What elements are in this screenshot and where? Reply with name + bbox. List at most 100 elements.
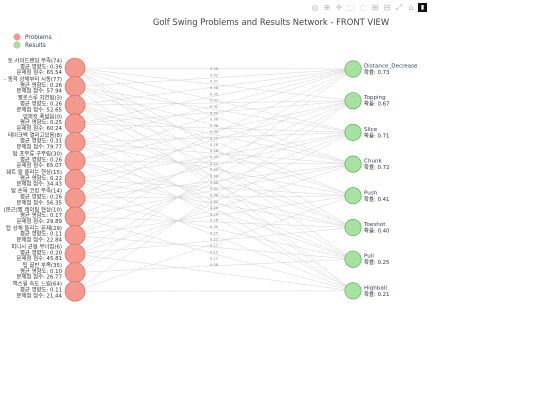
problem-node-label: 문제점 점수: 60.24 bbox=[17, 124, 63, 132]
edge-weight-label: 0.29 bbox=[210, 205, 219, 210]
edge-line bbox=[74, 68, 354, 199]
problem-node[interactable] bbox=[64, 280, 86, 302]
edge-weight-label: 0.37 bbox=[210, 79, 219, 84]
plus-icon[interactable]: ✛ bbox=[335, 3, 343, 12]
edge-weight-label: 0.28 bbox=[210, 211, 219, 216]
edge-line bbox=[74, 142, 354, 197]
problem-node[interactable] bbox=[64, 262, 86, 283]
select-box-icon[interactable]: ⬚ bbox=[347, 3, 355, 12]
result-node[interactable] bbox=[344, 282, 362, 300]
autoscale-icon[interactable]: ⤢ bbox=[395, 3, 403, 12]
problem-node-label: 문제점 점수: 29.89 bbox=[17, 217, 63, 225]
edge-line bbox=[74, 132, 354, 143]
problem-node[interactable] bbox=[64, 94, 86, 116]
problem-node[interactable] bbox=[64, 150, 86, 172]
edge-line bbox=[74, 67, 354, 292]
edge-weight-label: 0.31 bbox=[210, 186, 219, 191]
edge-weight-label: 0.08 bbox=[210, 262, 219, 267]
result-node-probability: 확률: 0.21 bbox=[364, 290, 389, 298]
problem-node-label: 평균 영향도: 0.26 bbox=[20, 81, 63, 89]
result-node[interactable] bbox=[344, 250, 362, 268]
result-node[interactable] bbox=[344, 219, 362, 237]
edge-weight-label: 0.33 bbox=[210, 129, 219, 134]
problem-node[interactable] bbox=[64, 57, 86, 79]
legend-marker-problems[interactable] bbox=[13, 33, 21, 41]
edge-weight-label: 0.45 bbox=[210, 180, 219, 185]
result-node[interactable] bbox=[344, 187, 362, 205]
edge-line bbox=[74, 123, 354, 292]
edge-line bbox=[74, 163, 354, 218]
edge-line bbox=[74, 67, 354, 165]
edge-line bbox=[74, 160, 354, 260]
edge-line bbox=[74, 68, 354, 106]
result-node-name: Chunk bbox=[364, 159, 383, 165]
legend-label-results[interactable]: Results bbox=[25, 43, 46, 49]
problem-node[interactable] bbox=[64, 169, 86, 190]
camera-icon[interactable]: ◎ bbox=[311, 3, 319, 12]
edge-line bbox=[74, 195, 354, 236]
problem-node[interactable] bbox=[64, 225, 86, 246]
problem-node-label: 문제점 점수: 21.44 bbox=[17, 291, 63, 299]
problem-node[interactable] bbox=[64, 243, 86, 265]
problem-node-label: 평균 영향도: 0.20 bbox=[20, 248, 63, 256]
edge-line bbox=[74, 86, 354, 133]
result-node[interactable] bbox=[344, 123, 362, 141]
problem-node-label: 평균 영향도: 0.31 bbox=[20, 137, 62, 145]
edge-weight-label: 0.32 bbox=[210, 199, 219, 204]
zoom-in-icon[interactable]: ⊞ bbox=[371, 3, 379, 12]
problem-node-label: 평균 영향도: 0.11 bbox=[20, 286, 62, 294]
problem-node-label: 문제점 점수: 57.94 bbox=[17, 87, 63, 95]
edge-line bbox=[74, 216, 354, 292]
problem-node-label: 문제점 점수: 52.65 bbox=[17, 105, 62, 113]
edge-weight-label: 0.42 bbox=[210, 167, 219, 172]
edge-line bbox=[74, 67, 354, 70]
problem-node-label: 문제점 점수: 26.77 bbox=[17, 273, 62, 281]
problem-node-label: 탑 상체 들리는 문제(29) bbox=[6, 224, 62, 232]
problem-node[interactable] bbox=[64, 132, 86, 153]
problem-node[interactable] bbox=[64, 187, 86, 209]
edge-weight-label: 0.43 bbox=[210, 72, 219, 77]
problem-node-label: 평균 영향도: 0.10 bbox=[20, 267, 63, 275]
modebar: ◎ ⊕ ✛ ⬚ ◌ ⊞ ⊟ ⤢ ⌂ ▮ bbox=[310, 3, 427, 15]
edge-line bbox=[74, 195, 354, 199]
problem-node[interactable] bbox=[64, 206, 86, 228]
edge-line bbox=[74, 68, 354, 143]
edge-layer bbox=[74, 67, 354, 292]
edge-weight-label: 0.39 bbox=[210, 173, 219, 178]
zoom-out-icon[interactable]: ⊟ bbox=[383, 3, 391, 12]
problem-node-label: 백스윙 속도 느림(64) bbox=[13, 280, 62, 288]
lasso-icon[interactable]: ◌ bbox=[359, 3, 367, 12]
chart-title: Golf Swing Problems and Results Network … bbox=[153, 17, 389, 27]
edge-label-layer: 0.480.430.370.380.350.370.320.400.360.38… bbox=[210, 66, 219, 267]
problem-node[interactable] bbox=[64, 76, 86, 97]
reset-axes-icon[interactable]: ⌂ bbox=[408, 3, 414, 12]
legend-marker-results[interactable] bbox=[13, 41, 21, 49]
edge-line bbox=[74, 104, 354, 165]
edge-line bbox=[74, 100, 354, 292]
problem-node-label: 평균 영향도: 0.17 bbox=[20, 211, 62, 219]
problem-node-label: 문제점 점수: 79.77 bbox=[17, 143, 62, 151]
edge-weight-label: 0.25 bbox=[210, 136, 219, 141]
edge-line bbox=[74, 86, 354, 197]
zoom-icon[interactable]: ⊕ bbox=[323, 3, 331, 12]
edge-line bbox=[74, 100, 354, 162]
edge-line bbox=[74, 160, 354, 228]
legend-label-problems[interactable]: Problems bbox=[25, 35, 52, 41]
problem-node[interactable] bbox=[64, 113, 86, 135]
result-node-probability: 확률: 0.67 bbox=[364, 100, 389, 108]
plotly-logo[interactable]: ▮ bbox=[418, 3, 427, 12]
result-node[interactable] bbox=[344, 155, 362, 173]
result-node-name: Toeshot bbox=[363, 222, 386, 228]
problem-node-label: 업퍼컷 폭넓음(0) bbox=[23, 112, 62, 120]
result-node[interactable] bbox=[344, 92, 362, 110]
result-node[interactable] bbox=[344, 60, 362, 78]
edge-line bbox=[74, 68, 354, 236]
edge-line bbox=[74, 68, 354, 87]
edge-line bbox=[74, 86, 354, 292]
edge-line bbox=[74, 67, 354, 133]
edge-line bbox=[74, 179, 354, 292]
edge-weight-label: 0.26 bbox=[210, 148, 219, 153]
edge-weight-label: 0.28 bbox=[210, 142, 219, 147]
